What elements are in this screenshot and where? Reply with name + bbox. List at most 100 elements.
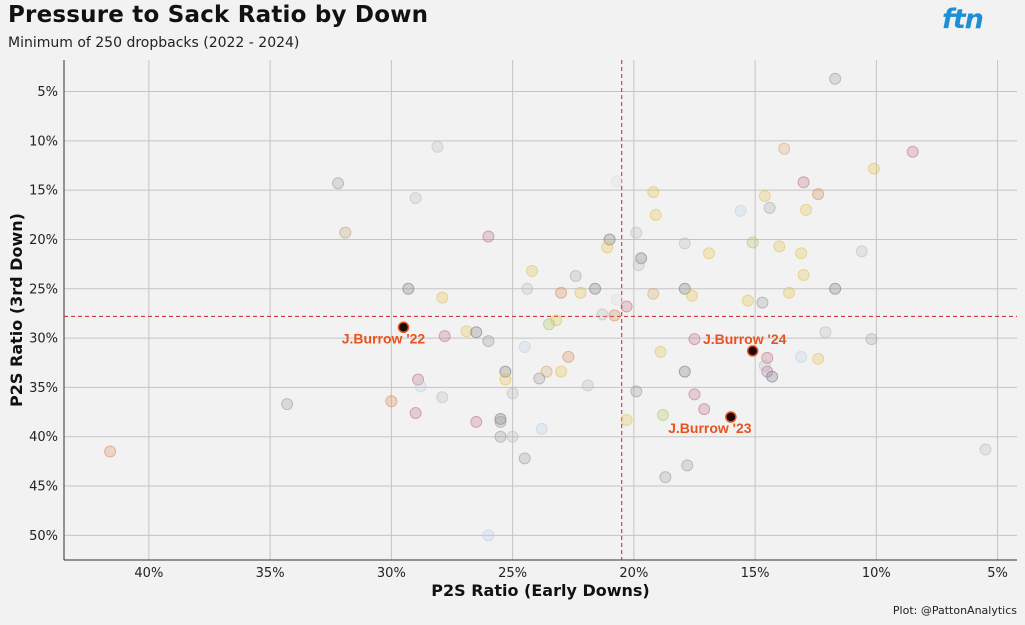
y-tick-label: 50% [29, 529, 58, 544]
x-tick-label: 10% [862, 566, 891, 581]
scatter-point [703, 247, 716, 260]
scatter-point [574, 286, 587, 299]
scatter-point [104, 445, 117, 458]
plot-credit: Plot: @PattonAnalytics [892, 604, 1017, 617]
scatter-point [797, 176, 810, 189]
scatter-point [688, 388, 701, 401]
scatter-point [569, 269, 582, 282]
scatter-point [800, 203, 813, 216]
y-tick-label: 45% [29, 480, 58, 495]
scatter-point [681, 459, 694, 472]
scatter-point [431, 140, 444, 153]
scatter-point [494, 430, 507, 443]
scatter-point [761, 365, 774, 378]
x-tick-label: 30% [377, 566, 406, 581]
ftn-logo: ftn [942, 4, 984, 35]
scatter-point [855, 245, 868, 258]
scatter-point [741, 294, 754, 307]
scatter-point [526, 265, 539, 278]
scatter-point [533, 372, 546, 385]
scatter-point [773, 240, 786, 253]
highlight-label: J.Burrow '22 [342, 330, 426, 346]
scatter-point [865, 333, 878, 346]
scatter-point [562, 350, 575, 363]
scatter-point [555, 286, 568, 299]
scatter-point [979, 443, 992, 456]
scatter-point [795, 350, 808, 363]
scatter-point [610, 293, 623, 306]
y-tick-label: 25% [29, 282, 58, 297]
scatter-point [819, 326, 832, 339]
scatter-point [542, 318, 555, 331]
scatter-point [649, 208, 662, 221]
x-tick-label: 35% [256, 566, 285, 581]
highlight-point [725, 411, 737, 423]
highlight-label: J.Burrow '23 [668, 420, 752, 436]
y-tick-label: 40% [29, 430, 58, 445]
y-axis-title: P2S Ratio (3rd Down) [7, 213, 26, 407]
scatter-point [630, 226, 643, 239]
scatter-point [518, 340, 531, 353]
scatter-point [906, 145, 919, 158]
scatter-point [494, 412, 507, 425]
y-tick-label: 20% [29, 233, 58, 248]
scatter-point [596, 308, 609, 321]
x-tick-label: 20% [619, 566, 648, 581]
scatter-point [763, 201, 776, 214]
y-tick-label: 5% [37, 85, 58, 100]
chart-subtitle: Minimum of 250 dropbacks (2022 - 2024) [8, 35, 300, 51]
scatter-point [608, 309, 621, 322]
scatter-point [506, 430, 519, 443]
scatter-point [756, 296, 769, 309]
scatter-point [436, 291, 449, 304]
scatter-point [438, 330, 451, 343]
scatter-point [482, 230, 495, 243]
scatter-point [812, 188, 825, 201]
scatter-point [795, 247, 808, 260]
scatter-point [550, 314, 563, 327]
x-tick-label: 40% [134, 566, 163, 581]
scatter-point [659, 471, 672, 484]
scatter-point [829, 72, 842, 85]
y-tick-label: 35% [29, 381, 58, 396]
scatter-point [797, 268, 810, 281]
chart-title: Pressure to Sack Ratio by Down [8, 2, 429, 28]
scatter-point [460, 325, 473, 338]
scatter-point [746, 236, 759, 249]
scatter-point [758, 190, 771, 203]
scatter-point [470, 326, 483, 339]
x-axis-title: P2S Ratio (Early Downs) [431, 581, 649, 600]
scatter-point [686, 289, 699, 302]
scatter-point [678, 237, 691, 250]
y-tick-label: 30% [29, 332, 58, 347]
scatter-point [482, 335, 495, 348]
scatter-point [506, 387, 519, 400]
scatter-point [332, 177, 345, 190]
scatter-point [555, 365, 568, 378]
scatter-point [385, 395, 398, 408]
scatter-point [678, 365, 691, 378]
scatter-point [620, 413, 633, 426]
scatter-point [635, 252, 648, 265]
scatter-point [678, 282, 691, 295]
scatter-point [688, 333, 701, 346]
scatter-point [630, 385, 643, 398]
scatter-point [409, 407, 422, 420]
scatter-point [758, 359, 771, 372]
scatter-point [620, 300, 633, 313]
scatter-point [601, 241, 614, 254]
scatter-point [414, 380, 427, 393]
scatter-point [494, 415, 507, 428]
scatter-point [518, 452, 531, 465]
scatter-point [698, 403, 711, 416]
highlight-point [397, 321, 410, 334]
highlight-label: J.Burrow '24 [703, 331, 787, 347]
scatter-point [540, 365, 553, 378]
scatter-point [470, 415, 483, 428]
scatter-point [412, 373, 425, 386]
scatter-point [734, 204, 747, 217]
scatter-point [647, 186, 660, 199]
scatter-point [632, 259, 645, 272]
scatter-point [867, 162, 880, 175]
